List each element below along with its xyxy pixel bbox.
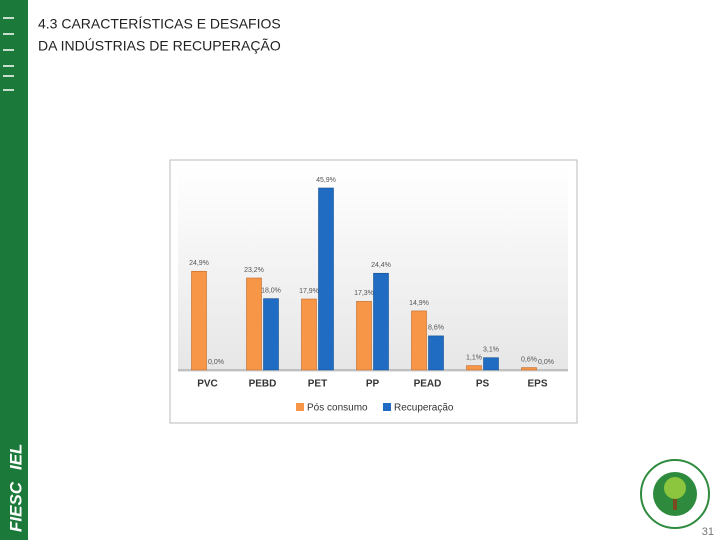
value-label: 23,2% <box>244 267 264 274</box>
x-tick-label: PS <box>476 379 490 390</box>
legend-label: Pós consumo <box>307 403 368 414</box>
logo-iel: IEL <box>6 444 25 470</box>
bar <box>246 277 262 371</box>
x-tick-label: PEBD <box>249 379 277 390</box>
title-line: 4.3 CARACTERÍSTICAS E DESAFIOS <box>38 16 281 32</box>
bar <box>483 357 499 371</box>
value-label: 0,0% <box>208 359 224 366</box>
title-line: DA INDÚSTRIAS DE RECUPERAÇÃO <box>38 38 281 54</box>
value-label: 45,9% <box>316 177 336 184</box>
x-tick-label: EPS <box>527 379 547 390</box>
value-label: 0,0% <box>538 359 554 366</box>
bar <box>521 367 537 371</box>
value-label: 24,9% <box>189 260 209 267</box>
value-label: 8,6% <box>428 325 444 332</box>
legend-swatch <box>296 403 304 411</box>
bar <box>466 365 482 371</box>
bar <box>263 298 279 371</box>
page-number: 31 <box>702 526 714 538</box>
bar-lines <box>3 17 14 91</box>
legend-label: Recuperação <box>394 403 454 414</box>
value-label: 18,0% <box>261 287 281 294</box>
bar <box>428 335 444 371</box>
seal <box>640 459 710 529</box>
logo-fiesc: FIESC <box>6 481 25 532</box>
x-tick-label: PEAD <box>414 379 442 390</box>
plot-area <box>178 167 568 372</box>
value-label: 0,6% <box>521 356 537 363</box>
value-label: 3,1% <box>483 347 499 354</box>
value-label: 17,9% <box>299 288 319 295</box>
legend-swatch <box>383 403 391 411</box>
value-label: 24,4% <box>371 262 391 269</box>
value-label: 14,9% <box>409 300 429 307</box>
x-tick-label: PVC <box>197 379 218 390</box>
bar <box>318 187 334 371</box>
x-tick-label: PET <box>308 379 327 390</box>
x-tick-label: PP <box>366 379 380 390</box>
bar <box>191 270 207 371</box>
value-label: 1,1% <box>466 354 482 361</box>
value-label: 17,3% <box>354 290 374 297</box>
bar <box>301 298 317 371</box>
bar <box>356 301 372 371</box>
bar <box>411 310 427 371</box>
bar <box>373 272 389 371</box>
